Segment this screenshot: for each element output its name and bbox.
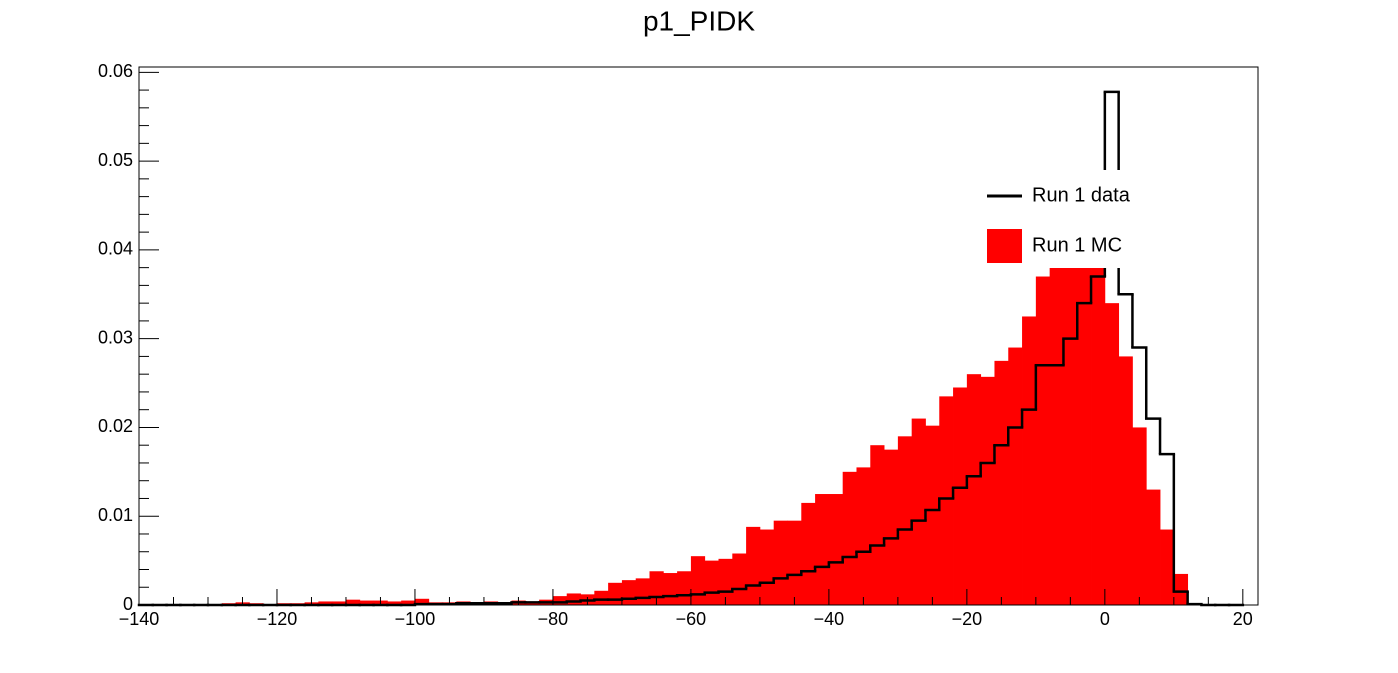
histogram-bar xyxy=(1091,249,1106,605)
histogram-bar xyxy=(939,396,954,605)
x-tick-label: −140 xyxy=(119,609,160,629)
histogram-bar xyxy=(318,601,333,605)
x-tick-label: 0 xyxy=(1100,609,1110,629)
x-tick-label: 20 xyxy=(1233,609,1253,629)
histogram-bar xyxy=(746,526,761,605)
histogram-bar xyxy=(994,360,1009,605)
histogram-bar xyxy=(608,582,623,605)
histogram-bar xyxy=(925,425,940,605)
histogram-bar xyxy=(773,520,788,605)
histogram-bar xyxy=(359,600,374,605)
y-tick-label: 0.01 xyxy=(98,505,133,525)
histogram-bar xyxy=(387,601,402,605)
x-tick-label: −80 xyxy=(538,609,569,629)
histogram-bar xyxy=(594,590,609,605)
y-tick-label: 0 xyxy=(123,594,133,614)
legend-label: Run 1 data xyxy=(1032,184,1131,206)
x-tick-label: −40 xyxy=(814,609,845,629)
histogram-bar xyxy=(1035,276,1051,605)
histogram-bar xyxy=(732,553,747,605)
histogram-bar xyxy=(704,560,719,605)
histogram-bar xyxy=(828,494,844,605)
histogram-bar xyxy=(677,571,692,605)
histogram-bar xyxy=(552,596,568,605)
histogram-bar xyxy=(401,600,416,605)
legend-label: Run 1 MC xyxy=(1032,234,1122,256)
y-tick-label: 0.05 xyxy=(98,150,133,170)
histogram-bar xyxy=(345,599,361,605)
x-tick-label: −120 xyxy=(257,609,298,629)
histogram-bar xyxy=(663,573,678,605)
histogram-bar xyxy=(815,494,830,605)
histogram-bar xyxy=(953,387,968,605)
histogram-bar xyxy=(1049,249,1064,605)
histogram-bar xyxy=(842,471,857,605)
x-tick-label: −100 xyxy=(395,609,436,629)
histogram-bar xyxy=(635,578,650,605)
y-tick-label: 0.02 xyxy=(98,416,133,436)
y-tick-label: 0.06 xyxy=(98,61,133,81)
x-tick-label: −60 xyxy=(676,609,707,629)
histogram-bar xyxy=(966,374,982,605)
histogram-bar xyxy=(718,558,733,605)
histogram-bar xyxy=(1132,427,1147,605)
histogram-bar xyxy=(1008,347,1023,605)
histogram-bar xyxy=(1104,303,1120,605)
histogram-bar xyxy=(787,520,802,605)
histogram-bar xyxy=(1063,241,1078,606)
chart-title: p1_PIDK xyxy=(643,5,755,36)
histogram-bar xyxy=(1173,573,1189,605)
histogram-bar xyxy=(884,449,899,605)
histogram-bar xyxy=(1118,356,1133,605)
histogram-bar xyxy=(690,556,706,605)
y-tick-label: 0.03 xyxy=(98,327,133,347)
x-tick-label: −20 xyxy=(952,609,983,629)
histogram-bar xyxy=(1077,223,1092,605)
histogram-bar xyxy=(414,598,430,605)
histogram-bar xyxy=(801,502,816,605)
plot-frame xyxy=(138,66,1259,606)
histogram-bar xyxy=(897,436,913,605)
histogram-bar xyxy=(1160,529,1175,605)
histogram-bar xyxy=(759,529,775,605)
histogram-bar xyxy=(1022,316,1037,605)
y-tick-label: 0.04 xyxy=(98,239,133,259)
histogram-bar xyxy=(1146,489,1161,605)
histogram-bar xyxy=(980,376,995,605)
histogram-bar xyxy=(856,467,871,605)
histogram-bar xyxy=(911,418,926,605)
histogram-bar xyxy=(332,601,347,605)
histogram-bar xyxy=(566,593,581,605)
histogram-bar xyxy=(870,445,885,605)
legend-swatch xyxy=(987,229,1022,263)
histogram-bar xyxy=(621,580,637,605)
